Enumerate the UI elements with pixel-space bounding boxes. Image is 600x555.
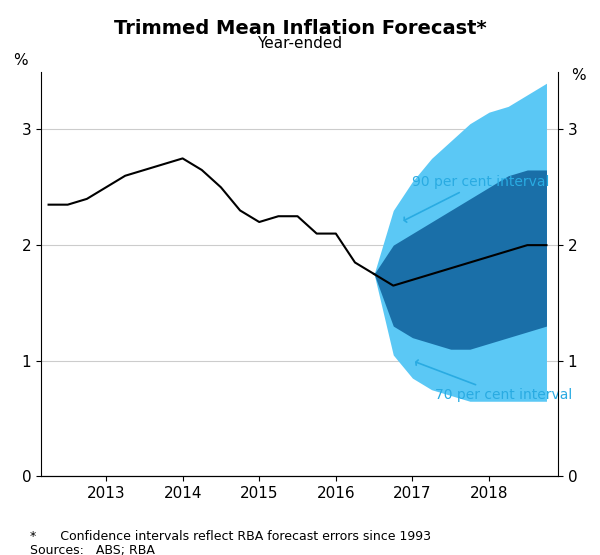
Y-axis label: %: % — [13, 53, 28, 68]
Text: Year-ended: Year-ended — [257, 36, 343, 51]
Text: *      Confidence intervals reflect RBA forecast errors since 1993: * Confidence intervals reflect RBA forec… — [30, 530, 431, 543]
Text: 70 per cent interval: 70 per cent interval — [416, 360, 572, 402]
Y-axis label: %: % — [571, 68, 586, 83]
Text: 90 per cent interval: 90 per cent interval — [404, 174, 550, 222]
Text: Sources:   ABS; RBA: Sources: ABS; RBA — [30, 544, 155, 555]
Text: Trimmed Mean Inflation Forecast*: Trimmed Mean Inflation Forecast* — [113, 19, 487, 38]
